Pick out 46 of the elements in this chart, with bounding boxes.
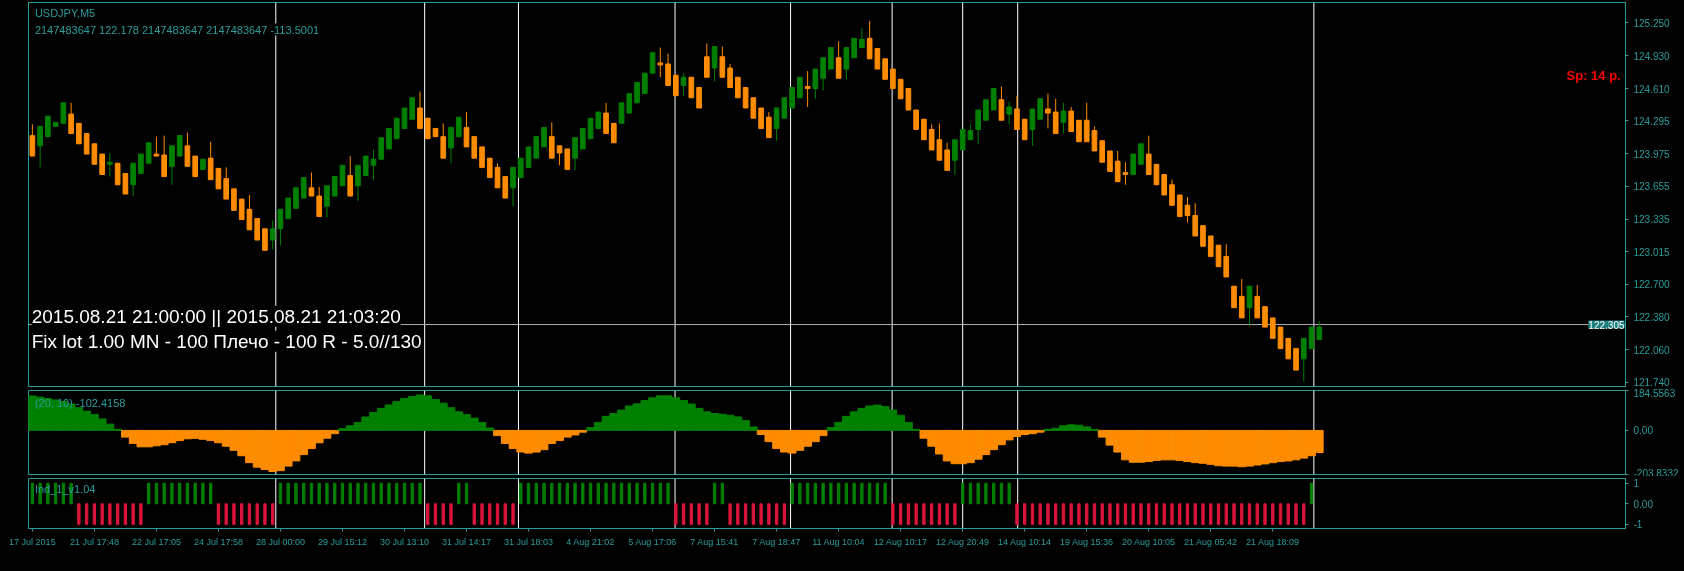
x-tick-label: 19 Aug 15:36 <box>1059 536 1113 547</box>
x-tick-label: 21 Jul 17:48 <box>69 536 119 547</box>
y-tick-label: 0.00 <box>1633 425 1654 437</box>
y-tick-label: 125.250 <box>1633 17 1671 29</box>
y-tick-label: 124.930 <box>1633 50 1671 62</box>
x-tick-label: 24 Jul 17:58 <box>193 536 243 547</box>
annotation: 2015.08.21 21:00:00 || 2015.08.21 21:03:20 <box>31 305 401 327</box>
x-tick-label: 14 Aug 10:14 <box>997 536 1051 547</box>
x-tick-label: 20 Aug 10:05 <box>1121 536 1176 547</box>
y-tick-label: 122.380 <box>1633 311 1671 323</box>
y-tick-label: 124.610 <box>1633 83 1671 95</box>
y-tick-label: 1 <box>1633 478 1640 490</box>
x-tick-label: 4 Aug 21:02 <box>566 536 615 547</box>
y-tick-label: 123.015 <box>1633 246 1671 258</box>
x-tick-label: 11 Aug 10:04 <box>812 536 865 547</box>
x-tick-label: 12 Aug 20:49 <box>935 536 989 547</box>
y-tick-label: 121.740 <box>1633 377 1671 389</box>
y-tick-label: 122.060 <box>1633 344 1671 356</box>
x-tick-label: 31 Jul 14:17 <box>441 536 492 547</box>
annotation: Sp: 14 p. <box>1566 67 1621 83</box>
ref-line-label: 122.305 <box>1588 319 1625 331</box>
x-tick-label: 21 Aug 05:42 <box>1183 536 1238 547</box>
y-tick-label: 123.975 <box>1633 148 1671 160</box>
x-tick-label: 17 Jul 2015 <box>9 536 56 547</box>
chart-title: (20, 10) -102.4158 <box>34 397 126 410</box>
x-tick-label: 7 Aug 15:41 <box>690 536 739 547</box>
x-tick-label: 7 Aug 18:47 <box>752 536 801 547</box>
x-tick-label: 22 Jul 17:05 <box>131 536 181 547</box>
x-tick-label: 12 Aug 10:17 <box>873 536 927 547</box>
x-tick-label: 31 Jul 18:03 <box>504 536 554 547</box>
chart-title: USDJPY,M5 <box>34 7 96 20</box>
y-tick-label: 123.655 <box>1633 181 1671 193</box>
y-tick-label: 184.5563 <box>1633 387 1676 399</box>
x-tick-label: 30 Jul 13:10 <box>379 536 430 547</box>
y-tick-label: 0.00 <box>1633 498 1654 510</box>
annotation: Fix lot 1.00 MN - 100 Плечо - 100 R - 5.0//130 <box>31 330 422 352</box>
x-tick-label: 28 Jul 00:00 <box>255 536 305 547</box>
y-tick-label: 123.335 <box>1633 214 1671 226</box>
y-tick-label: 122.700 <box>1633 279 1671 291</box>
x-tick-label: 29 Jul 15:12 <box>317 536 367 547</box>
x-tick-label: 21 Aug 18:09 <box>1245 536 1300 547</box>
annotation: 2147483647 122.178 2147483647 2147483647 -113.5001 <box>34 23 320 36</box>
y-tick-label: 124.295 <box>1633 115 1671 127</box>
y-tick-label: -1 <box>1633 519 1643 531</box>
x-tick-label: 5 Aug 17:06 <box>628 536 677 547</box>
y-tick-label: -203.8332 <box>1633 467 1679 479</box>
